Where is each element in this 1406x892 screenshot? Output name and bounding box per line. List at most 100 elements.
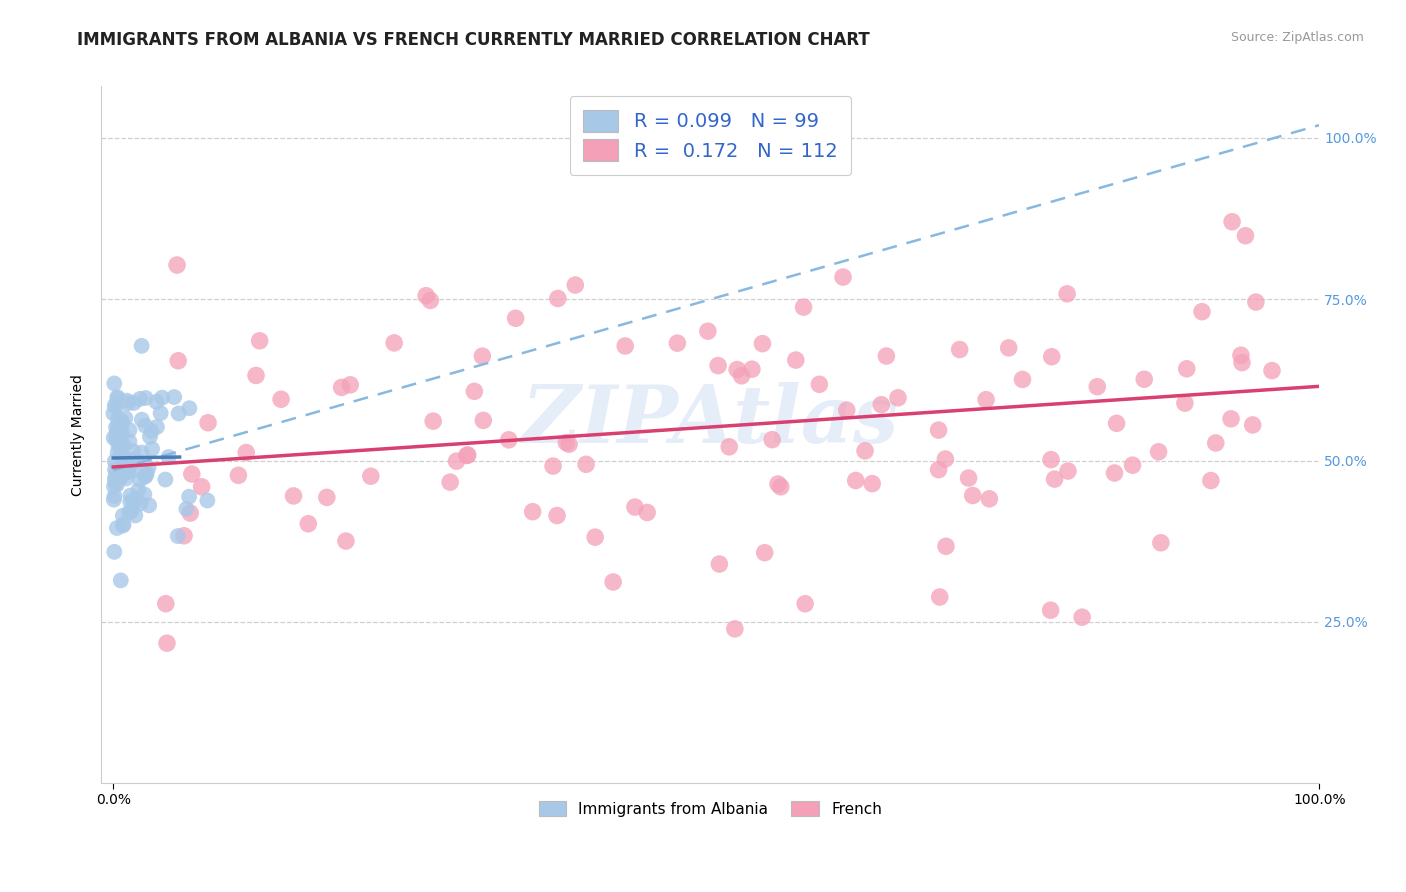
Point: [575, 458, 598, 472]
Point: [439, 475, 461, 490]
Point: [131, 445, 153, 459]
Point: [853, 443, 876, 458]
Point: [167, 353, 190, 368]
Point: [696, 324, 718, 338]
Point: [709, 557, 731, 571]
Point: [249, 334, 271, 348]
Point: [761, 433, 783, 447]
Point: [1230, 356, 1253, 370]
Point: [1104, 466, 1126, 480]
Point: [104, 400, 127, 414]
Point: [415, 288, 437, 302]
Point: [107, 418, 129, 433]
Point: [103, 376, 125, 391]
Point: [141, 424, 163, 438]
Point: [139, 430, 162, 444]
Point: [1191, 304, 1213, 318]
Point: [1230, 348, 1253, 362]
Point: [935, 539, 957, 553]
Point: [134, 469, 156, 483]
Point: [558, 437, 581, 451]
Point: [614, 339, 637, 353]
Point: [228, 468, 250, 483]
Point: [754, 546, 776, 560]
Point: [135, 391, 157, 405]
Point: [707, 359, 730, 373]
Point: [122, 496, 145, 510]
Point: [730, 368, 752, 383]
Point: [564, 278, 586, 293]
Point: [150, 391, 173, 405]
Point: [315, 491, 337, 505]
Point: [155, 597, 177, 611]
Point: [110, 418, 132, 433]
Point: [118, 423, 141, 437]
Point: [124, 508, 146, 523]
Point: [360, 469, 382, 483]
Point: [1147, 444, 1170, 458]
Point: [1220, 412, 1243, 426]
Point: [1040, 350, 1063, 364]
Point: [167, 406, 190, 420]
Point: [547, 292, 569, 306]
Point: [235, 445, 257, 459]
Point: [949, 343, 972, 357]
Point: [1150, 535, 1173, 549]
Point: [808, 377, 831, 392]
Point: [860, 476, 883, 491]
Point: [149, 406, 172, 420]
Point: [103, 545, 125, 559]
Point: [120, 495, 142, 509]
Point: [472, 413, 495, 427]
Point: [122, 463, 145, 477]
Legend: Immigrants from Albania, French: Immigrants from Albania, French: [531, 793, 890, 824]
Point: [1234, 228, 1257, 243]
Point: [110, 443, 132, 458]
Point: [419, 293, 441, 308]
Point: [541, 458, 564, 473]
Text: IMMIGRANTS FROM ALBANIA VS FRENCH CURRENTLY MARRIED CORRELATION CHART: IMMIGRANTS FROM ALBANIA VS FRENCH CURREN…: [77, 31, 870, 49]
Point: [1175, 361, 1198, 376]
Point: [751, 336, 773, 351]
Point: [180, 467, 202, 481]
Point: [583, 530, 606, 544]
Point: [741, 362, 763, 376]
Point: [125, 454, 148, 468]
Point: [117, 465, 139, 479]
Point: [127, 483, 149, 498]
Text: Source: ZipAtlas.com: Source: ZipAtlas.com: [1230, 31, 1364, 45]
Point: [636, 506, 658, 520]
Point: [120, 489, 142, 503]
Point: [108, 470, 131, 484]
Point: [456, 449, 478, 463]
Point: [138, 460, 160, 475]
Point: [105, 432, 128, 446]
Point: [624, 500, 647, 514]
Point: [422, 414, 444, 428]
Point: [270, 392, 292, 407]
Point: [112, 453, 135, 467]
Point: [666, 336, 689, 351]
Point: [1241, 417, 1264, 432]
Point: [122, 396, 145, 410]
Point: [104, 475, 127, 490]
Point: [832, 270, 855, 285]
Point: [766, 477, 789, 491]
Point: [110, 449, 132, 463]
Point: [107, 433, 129, 447]
Point: [105, 390, 128, 404]
Point: [928, 463, 950, 477]
Point: [957, 471, 980, 485]
Point: [129, 473, 152, 487]
Point: [870, 398, 893, 412]
Point: [107, 392, 129, 406]
Point: [1039, 603, 1062, 617]
Point: [546, 508, 568, 523]
Point: [785, 353, 807, 368]
Point: [111, 425, 134, 440]
Point: [724, 622, 747, 636]
Point: [1043, 472, 1066, 486]
Point: [118, 461, 141, 475]
Point: [928, 423, 950, 437]
Point: [156, 636, 179, 650]
